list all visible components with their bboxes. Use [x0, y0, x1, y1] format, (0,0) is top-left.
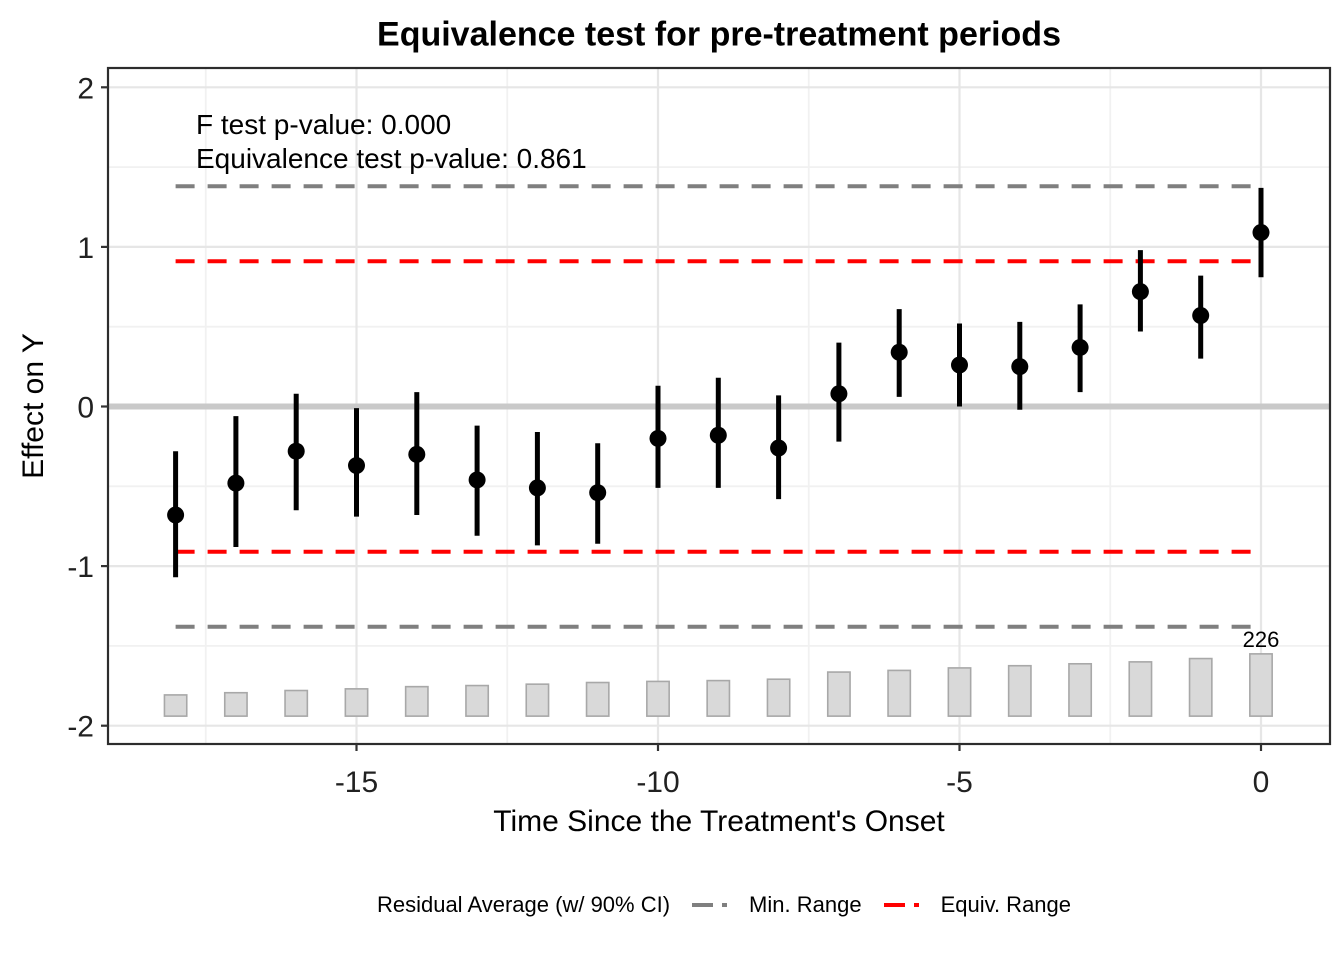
legend-label-equiv-range: Equiv. Range	[940, 892, 1072, 917]
point	[167, 506, 185, 524]
point	[408, 445, 426, 463]
x-tick-label: 0	[1253, 766, 1270, 799]
obs-bar	[1128, 661, 1153, 717]
point	[709, 426, 727, 444]
obs-bar	[223, 691, 248, 717]
chart-title: Equivalence test for pre-treatment perio…	[377, 15, 1061, 54]
obs-bar	[344, 688, 369, 717]
f-test-p-value-text: F test p-value: 0.000	[196, 109, 452, 140]
obs-bar	[585, 681, 610, 717]
obs-count-label: 226	[1243, 627, 1280, 652]
obs-bar	[163, 694, 188, 717]
legend: Residual Average (w/ 90% CI) Min. Range …	[108, 892, 1340, 918]
obs-bar	[1249, 653, 1273, 717]
x-tick-label: -5	[946, 766, 973, 799]
obs-bar	[826, 671, 851, 717]
point	[348, 457, 365, 475]
x-axis-title: Time Since the Treatment's Onset	[493, 805, 945, 838]
point	[890, 343, 908, 361]
equiv-range-dash-icon	[883, 903, 919, 907]
obs-bar	[404, 685, 429, 717]
min-range-dash-icon	[692, 903, 728, 907]
legend-label-min-range: Min. Range	[749, 892, 862, 917]
point	[770, 439, 788, 457]
point	[528, 479, 546, 497]
point	[227, 474, 245, 492]
y-axis-title: Effect on Y	[17, 333, 50, 479]
obs-bar	[1188, 657, 1213, 717]
obs-bar	[1068, 662, 1093, 717]
point	[1192, 307, 1210, 325]
obs-bar	[887, 669, 912, 717]
point	[1252, 224, 1270, 242]
point	[1131, 283, 1149, 301]
obs-bar	[1007, 664, 1032, 717]
point	[830, 385, 848, 403]
obs-bar	[525, 683, 550, 717]
point	[951, 356, 968, 374]
x-tick-label: -10	[636, 766, 679, 799]
obs-bar	[706, 679, 731, 717]
point	[649, 429, 667, 447]
equivalence-test-p-value-text: Equivalence test p-value: 0.861	[196, 143, 587, 174]
point	[1011, 358, 1029, 376]
x-tick-label: -15	[335, 766, 378, 799]
obs-bar	[284, 689, 309, 717]
y-tick-label: 1	[77, 232, 94, 265]
annotation-block: F test p-value: 0.000 Equivalence test p…	[196, 108, 587, 176]
obs-bar	[646, 680, 670, 717]
y-tick-label: 0	[77, 392, 94, 425]
obs-bar	[465, 684, 490, 717]
point	[1071, 338, 1089, 356]
obs-bar	[947, 667, 972, 717]
legend-label-residual-average: Residual Average (w/ 90% CI)	[376, 892, 671, 917]
point	[468, 471, 486, 489]
y-tick-label: 2	[77, 72, 94, 105]
point	[589, 484, 607, 502]
obs-bar	[766, 678, 791, 717]
y-tick-label: -1	[67, 551, 94, 584]
point	[287, 442, 305, 460]
y-tick-label: -2	[67, 711, 94, 744]
